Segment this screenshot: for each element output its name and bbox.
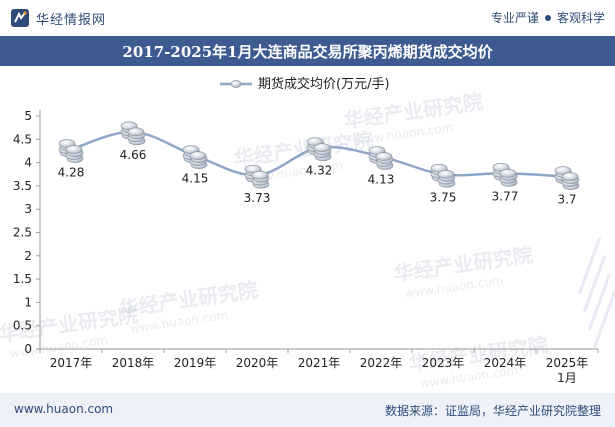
data-point	[492, 162, 518, 187]
data-label: 3.73	[244, 191, 271, 205]
x-tick-label: 2020年	[236, 356, 279, 370]
data-label: 4.28	[58, 166, 85, 180]
y-tick-label: 0.5	[13, 319, 32, 333]
decor-stripe	[587, 273, 612, 331]
data-label: 3.7	[557, 193, 576, 207]
brand[interactable]: 华经情报网	[10, 7, 106, 29]
data-point	[554, 166, 580, 190]
footer-source: 数据来源：证监局，华经产业研究院整理	[384, 404, 601, 418]
x-tick-label: 2018年	[112, 356, 155, 370]
y-tick-label: 3	[24, 202, 32, 216]
data-point	[58, 139, 84, 163]
data-point	[244, 164, 270, 189]
coin-layer	[189, 151, 207, 160]
data-label: 3.75	[430, 190, 457, 204]
slogan-right: 客观科学	[556, 11, 605, 25]
legend-label: 期货成交均价(万元/手)	[258, 76, 390, 92]
y-tick-label: 2.5	[13, 226, 32, 240]
x-tick-label: 2019年	[174, 356, 217, 370]
data-label: 4.15	[182, 172, 209, 186]
data-label: 3.77	[492, 189, 519, 203]
y-tick-label: 0	[24, 342, 32, 356]
x-tick-label: 2021年	[298, 356, 341, 370]
brand-name: 华经情报网	[36, 12, 107, 28]
coin-layer	[313, 143, 331, 153]
x-tick-label: 2023年	[422, 356, 465, 370]
coin-layer	[127, 127, 145, 137]
coin-layer	[65, 145, 83, 154]
slogan: 专业严谨 客观科学	[491, 9, 605, 26]
y-tick-label: 5	[24, 109, 32, 123]
data-label: 4.32	[306, 164, 333, 178]
footer-url[interactable]: www.huaon.com	[14, 402, 114, 416]
data-label: 4.13	[368, 173, 395, 187]
decor-stripe	[577, 237, 602, 295]
slogan-left: 专业严谨	[490, 11, 539, 25]
data-point	[306, 137, 332, 162]
data-point	[430, 163, 456, 188]
y-tick-label: 1	[24, 295, 32, 309]
y-tick-label: 4	[24, 156, 32, 170]
decor-stripe	[592, 291, 615, 349]
legend-coin-icon	[230, 80, 242, 88]
chart-title: 2017-2025年1月大连商品交易所聚丙烯期货成交均价	[122, 42, 493, 61]
data-point	[120, 121, 146, 146]
chart-axes: 0 0.5 1 1.5 2 2.5 3 3.5 4 4.5 5 2017年 2018年 2019年 2020…	[13, 109, 599, 385]
x-tick-label: 2024年	[484, 356, 527, 370]
coin-layer	[499, 168, 517, 178]
coin-layer	[561, 172, 579, 181]
x-tick-label: 2022年	[360, 356, 403, 370]
y-tick-label: 2	[24, 249, 32, 263]
huajing-logo-icon	[10, 8, 30, 28]
y-tick-label: 4.5	[13, 132, 32, 146]
x-tick-label: 2017年	[50, 356, 93, 370]
y-tick-label: 1.5	[13, 272, 32, 286]
header-bar: 华经情报网 专业严谨 客观科学	[0, 0, 615, 36]
coin-layer	[251, 170, 269, 180]
decor-stripe	[582, 255, 607, 313]
data-label: 4.66	[120, 148, 147, 162]
chart-title-bar: 2017-2025年1月大连商品交易所聚丙烯期货成交均价	[0, 36, 615, 66]
data-point	[368, 146, 394, 170]
bullet-dot-icon	[544, 14, 551, 21]
chart-series: 4.28 4.66 4.15 3.73 4.32 4.13 3.75 3.77 3.7	[58, 121, 580, 207]
y-tick-label: 3.5	[13, 179, 32, 193]
coin-layer	[437, 169, 455, 179]
footer-bar: www.huaon.com 数据来源：证监局，华经产业研究院整理	[0, 393, 615, 427]
x-tick-label: 2025年 1月	[546, 356, 589, 385]
data-point	[182, 145, 208, 169]
chart-legend: 期货成交均价(万元/手)	[220, 76, 390, 92]
coin-layer	[375, 152, 393, 161]
